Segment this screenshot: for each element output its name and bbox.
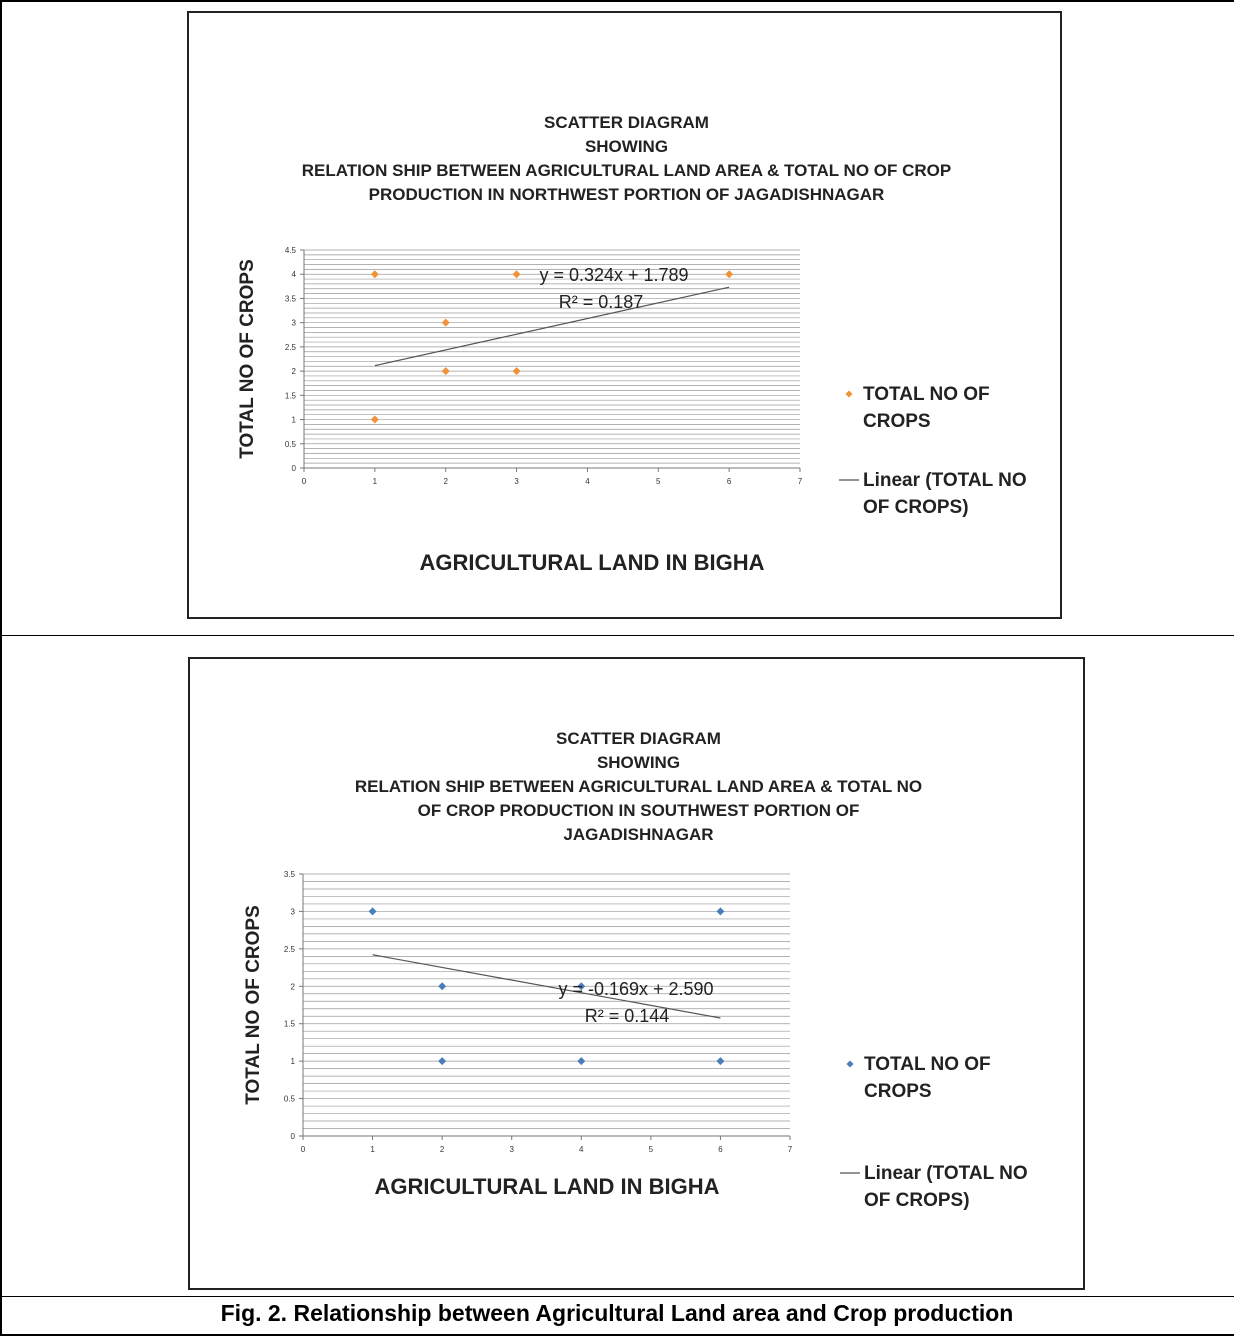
chart-title-line: SCATTER DIAGRAM (544, 113, 709, 132)
legend-label-trendline: Linear (TOTAL NO OF CROPS) (864, 1163, 1028, 1211)
data-point (441, 367, 450, 376)
x-tick-label: 2 (440, 1145, 445, 1154)
y-tick-label: 2.5 (284, 945, 296, 954)
x-tick-label: 0 (302, 477, 307, 486)
table-divider-2 (0, 1296, 1234, 1297)
chart-title-line: SHOWING (584, 137, 669, 156)
figure-caption: Fig. 2. Relationship between Agricultura… (220, 1300, 1014, 1326)
x-tick-label: 4 (585, 477, 590, 486)
scatter-chart-northwest: SCATTER DIAGRAM SHOWING RELATION SHIP BE… (187, 11, 1062, 619)
x-axis-title: AGRICULTURAL LAND IN BIGHA (419, 550, 764, 575)
y-tick-label: 1.5 (285, 391, 297, 400)
data-point (438, 982, 447, 991)
data-point (716, 907, 725, 916)
x-tick-label: 6 (718, 1145, 723, 1154)
data-point (577, 1057, 586, 1066)
table-border-top (0, 0, 1234, 2)
x-tick-label: 1 (373, 477, 378, 486)
x-axis-title: AGRICULTURAL LAND IN BIGHA (374, 1174, 719, 1199)
data-point (441, 318, 450, 327)
x-tick-label: 1 (370, 1145, 375, 1154)
x-tick-label: 6 (727, 477, 732, 486)
trendline-r2: R² = 0.144 (585, 1006, 670, 1026)
y-tick-label: 3 (292, 319, 297, 328)
chart-title-line: OF CROP PRODUCTION IN SOUTHWEST PORTION … (417, 801, 860, 820)
y-tick-label: 0.5 (285, 440, 297, 449)
y-axis-title: TOTAL NO OF CROPS (243, 905, 264, 1105)
data-point (370, 415, 379, 424)
data-point (512, 270, 521, 279)
x-tick-label: 2 (443, 477, 448, 486)
data-point (725, 270, 734, 279)
chart-title-line: SCATTER DIAGRAM (556, 729, 721, 748)
chart-plot-svg: 0 0.5 1 1.5 2 2.5 3 3.5 0 1 2 3 4 5 6 7 TOTAL NO OF CROP… (243, 870, 1028, 1211)
chart-title: SCATTER DIAGRAM SHOWING RELATION SHIP BE… (190, 727, 1087, 847)
chart-plot-svg: 0 0.5 1 1.5 2 2.5 3 3.5 4 4.5 0 1 2 3 4 5 6 7 TOTAL NO OF … (237, 246, 1027, 575)
legend-marker (846, 1060, 854, 1068)
data-point (368, 907, 377, 916)
x-tick-label: 7 (788, 1145, 793, 1154)
y-tick-label: 2 (291, 982, 296, 991)
y-tick-label: 2 (292, 367, 297, 376)
x-tick-label: 5 (656, 477, 661, 486)
legend-label-series: TOTAL NO OF CROPS (864, 1054, 991, 1102)
chart-title-line: RELATION SHIP BETWEEN AGRICULTURAL LAND … (354, 777, 923, 796)
chart-title: SCATTER DIAGRAM SHOWING RELATION SHIP BE… (189, 111, 1064, 207)
data-point (716, 1057, 725, 1066)
trendline-equation: y = -0.169x + 2.590 (558, 979, 713, 999)
y-tick-label: 3.5 (284, 870, 296, 879)
x-tick-label: 3 (514, 477, 519, 486)
table-border-bottom (0, 1334, 1234, 1336)
data-point (438, 1057, 447, 1066)
table-border-left (0, 0, 2, 1336)
x-tick-label: 3 (509, 1145, 514, 1154)
y-tick-label: 1.5 (284, 1020, 296, 1029)
y-tick-label: 3 (291, 907, 296, 916)
y-tick-label: 2.5 (285, 343, 297, 352)
legend-label-trendline: Linear (TOTAL NO OF CROPS) (863, 470, 1027, 518)
y-axis-title: TOTAL NO OF CROPS (237, 259, 258, 459)
legend-marker (845, 390, 853, 398)
data-point (577, 982, 586, 991)
trendline (372, 954, 721, 1019)
x-tick-label: 5 (649, 1145, 654, 1154)
y-tick-label: 1 (291, 1057, 296, 1066)
y-tick-label: 3.5 (285, 294, 297, 303)
y-tick-label: 0 (292, 464, 297, 473)
x-tick-label: 7 (798, 477, 803, 486)
trendline (374, 286, 730, 367)
x-tick-label: 4 (579, 1145, 584, 1154)
data-point (370, 270, 379, 279)
legend-label-series: TOTAL NO OF CROPS (863, 384, 990, 432)
chart-title-line: PRODUCTION IN NORTHWEST PORTION OF JAGAD… (368, 185, 885, 204)
y-tick-label: 4.5 (285, 246, 297, 255)
data-point (512, 367, 521, 376)
table-divider-1 (0, 635, 1234, 636)
y-tick-label: 0.5 (284, 1095, 296, 1104)
chart-title-line: JAGADISHNAGAR (563, 825, 714, 844)
trendline-r2: R² = 0.187 (559, 292, 644, 312)
y-tick-label: 0 (291, 1132, 296, 1141)
y-tick-label: 4 (292, 270, 297, 279)
chart-title-line: RELATION SHIP BETWEEN AGRICULTURAL LAND … (301, 161, 952, 180)
trendline-equation: y = 0.324x + 1.789 (539, 265, 688, 285)
x-tick-label: 0 (301, 1145, 306, 1154)
y-tick-label: 1 (292, 416, 297, 425)
scatter-chart-southwest: SCATTER DIAGRAM SHOWING RELATION SHIP BE… (188, 657, 1085, 1290)
chart-title-line: SHOWING (596, 753, 681, 772)
